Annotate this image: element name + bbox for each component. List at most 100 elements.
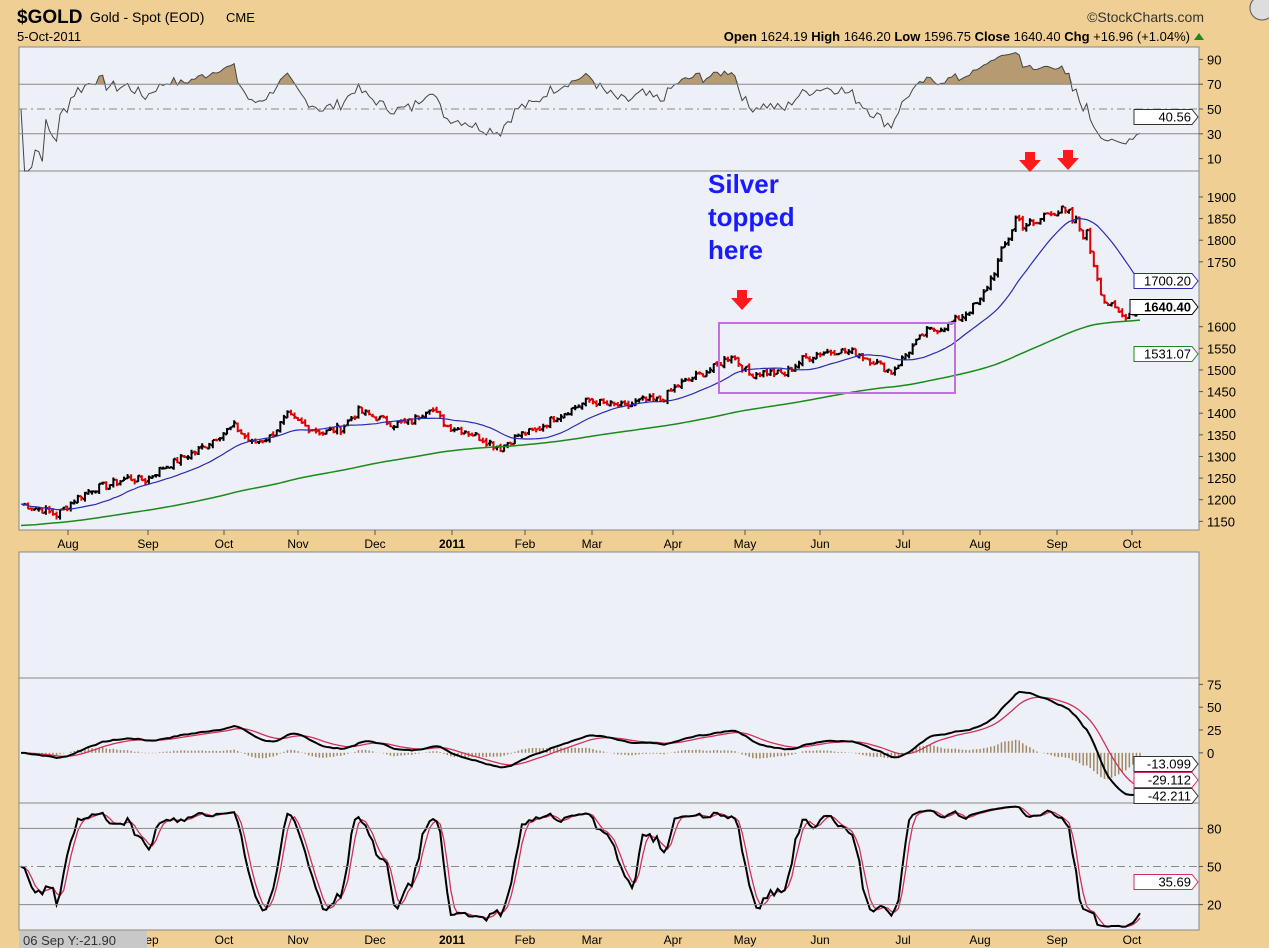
price-bar — [523, 431, 528, 436]
x-tick-label: Dec — [364, 537, 385, 551]
price-bar — [367, 409, 372, 416]
brand: ©StockCharts.com — [1087, 9, 1204, 25]
price-bar — [931, 327, 936, 332]
price-bar — [804, 353, 809, 359]
arrow-down-icon — [1019, 152, 1041, 172]
price-bar — [86, 489, 91, 495]
y-tick-label: 1500 — [1207, 363, 1236, 378]
value-tag — [1129, 299, 1199, 315]
x-tick-label: Apr — [664, 933, 683, 947]
price-bar — [736, 356, 741, 367]
annotation-line2: topped — [708, 202, 795, 232]
price-bar — [47, 505, 52, 514]
y-tick-label: 20 — [1207, 898, 1221, 913]
ma-fast-line — [20, 217, 1141, 511]
price-bar — [168, 466, 173, 469]
price-bar — [292, 412, 297, 419]
y-tick-label: 10 — [1207, 152, 1221, 167]
price-bar — [487, 439, 492, 446]
price-bar — [33, 506, 38, 511]
y-tick-label: 1200 — [1207, 493, 1236, 508]
y-tick-label: 0 — [1207, 746, 1214, 761]
x-tick-label: Feb — [515, 537, 536, 551]
price-bar — [981, 289, 986, 302]
rsi-overbought-fill — [21, 52, 1140, 85]
price-bar — [658, 395, 663, 403]
x-tick-label: Sep — [1046, 537, 1068, 551]
price-bar — [36, 507, 41, 512]
ohlc-summary: Open 1624.19 High 1646.20 Low 1596.75 Cl… — [724, 29, 1190, 44]
price-bar — [843, 347, 848, 354]
price-bar — [995, 258, 1000, 278]
x-tick-label: Mar — [582, 537, 603, 551]
y-tick-label: 70 — [1207, 77, 1221, 92]
price-bar — [423, 411, 428, 419]
price-bar — [608, 400, 613, 407]
price-bar — [164, 465, 169, 470]
close-icon[interactable] — [1249, 0, 1269, 21]
x-tick-label: May — [734, 537, 757, 551]
price-bar — [484, 437, 489, 447]
instrument-name: Gold - Spot (EOD) — [90, 9, 204, 25]
price-bar — [708, 367, 713, 374]
x-tick-label: 2011 — [439, 537, 465, 551]
rsi-line — [20, 52, 1141, 172]
y-tick-label: 1600 — [1207, 320, 1236, 335]
arrow-down-icon — [731, 290, 753, 310]
price-bar — [530, 427, 535, 432]
price-bar — [242, 433, 247, 440]
price-bar — [29, 507, 34, 512]
value-tag-label: -42.211 — [1148, 789, 1191, 804]
value-tag-label: 35.69 — [1158, 875, 1191, 890]
price-bar — [978, 297, 983, 306]
y-tick-label: 50 — [1207, 700, 1221, 715]
y-tick-label: 25 — [1207, 723, 1221, 738]
price-bar — [846, 349, 851, 356]
price-bar — [615, 402, 620, 408]
y-tick-label: 1850 — [1207, 212, 1236, 227]
price-bar — [1063, 206, 1068, 214]
y-tick-label: 1250 — [1207, 471, 1236, 486]
price-bar — [136, 474, 141, 483]
x-tick-label: Jun — [810, 933, 829, 947]
price-bar — [768, 368, 773, 376]
value-tag-label: 1700.20 — [1144, 274, 1191, 289]
value-tag — [1133, 346, 1199, 362]
y-tick-label: 1300 — [1207, 449, 1236, 464]
price-bar — [796, 360, 801, 369]
price-bar — [878, 360, 883, 365]
y-tick-label: 1900 — [1207, 190, 1236, 205]
y-tick-label: 1350 — [1207, 428, 1236, 443]
x-tick-label: Jul — [895, 537, 910, 551]
price-bar — [640, 395, 645, 401]
x-tick-label: Aug — [969, 537, 990, 551]
value-tag-label: -13.099 — [1147, 757, 1191, 772]
price-bar — [534, 427, 539, 433]
value-tag-label: 40.56 — [1158, 110, 1191, 125]
tooltip-box — [19, 931, 147, 948]
price-bar — [1059, 205, 1064, 214]
price-bar — [228, 426, 233, 431]
x-tick-label: Mar — [582, 933, 603, 947]
symbol: $GOLD — [17, 7, 82, 28]
price-bar — [79, 495, 84, 501]
y-tick-label: 50 — [1207, 102, 1221, 117]
value-tag — [1133, 273, 1199, 289]
price-bar — [910, 343, 915, 355]
price-bar — [917, 334, 922, 341]
x-tick-label: Nov — [287, 537, 308, 551]
x-tick-label: Oct — [215, 933, 234, 947]
triangle-up-icon — [1194, 33, 1204, 40]
annotation-line1: Silver — [708, 169, 779, 199]
y-tick-label: 75 — [1207, 677, 1221, 692]
price-bar — [676, 384, 681, 388]
value-tag — [1133, 874, 1199, 890]
value-tag — [1133, 109, 1199, 125]
x-tick-label: Sep — [1046, 933, 1068, 947]
y-tick-label: 30 — [1207, 127, 1221, 142]
price-bar — [463, 430, 468, 435]
tooltip: 06 Sep Y:-21.90 — [23, 933, 116, 948]
price-bar — [360, 406, 365, 414]
x-tick-label: Nov — [287, 933, 308, 947]
